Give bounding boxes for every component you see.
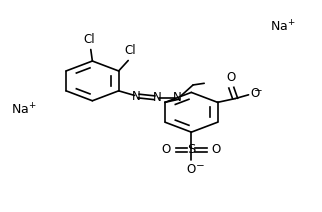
Text: Na$^{+}$: Na$^{+}$: [11, 103, 36, 118]
Text: Cl: Cl: [83, 33, 95, 46]
Text: O: O: [212, 144, 221, 156]
Text: S: S: [187, 144, 195, 156]
Text: Cl: Cl: [124, 44, 136, 57]
Text: O: O: [187, 163, 196, 176]
Text: N: N: [132, 89, 141, 103]
Text: −: −: [254, 86, 263, 96]
Text: O: O: [250, 87, 260, 100]
Text: O: O: [227, 71, 236, 84]
Text: N: N: [153, 91, 161, 104]
Text: −: −: [195, 161, 204, 171]
Text: O: O: [162, 144, 171, 156]
Text: N: N: [173, 91, 182, 104]
Text: Na$^{+}$: Na$^{+}$: [270, 19, 295, 34]
